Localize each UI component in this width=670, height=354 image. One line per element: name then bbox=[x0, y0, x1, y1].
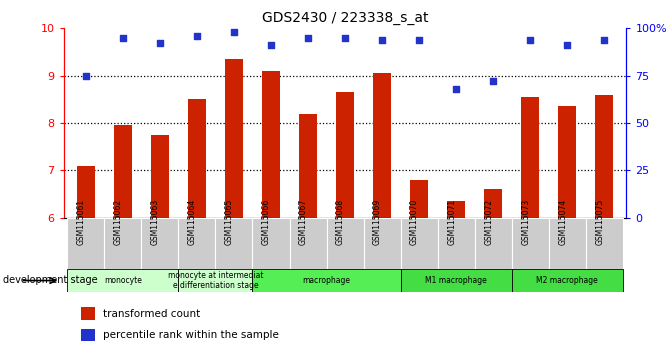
Bar bbox=[586, 218, 622, 269]
Bar bbox=[401, 269, 512, 292]
Bar bbox=[178, 218, 216, 269]
Text: transformed count: transformed count bbox=[103, 309, 200, 319]
Point bbox=[525, 37, 535, 42]
Text: GSM115072: GSM115072 bbox=[484, 199, 493, 245]
Bar bbox=[289, 218, 326, 269]
Bar bbox=[68, 269, 178, 292]
Text: GSM115062: GSM115062 bbox=[114, 199, 123, 245]
Text: GSM115066: GSM115066 bbox=[262, 199, 271, 245]
Text: M2 macrophage: M2 macrophage bbox=[536, 276, 598, 285]
Bar bbox=[558, 107, 576, 218]
Point bbox=[80, 73, 91, 79]
Bar bbox=[216, 218, 253, 269]
Text: GSM115069: GSM115069 bbox=[373, 199, 382, 245]
Text: GSM115061: GSM115061 bbox=[77, 199, 86, 245]
Point bbox=[117, 35, 128, 41]
Bar bbox=[447, 201, 466, 218]
Point bbox=[488, 79, 498, 84]
Point bbox=[228, 29, 239, 35]
Bar bbox=[595, 95, 614, 218]
Bar bbox=[80, 307, 94, 320]
Bar bbox=[299, 114, 318, 218]
Bar bbox=[68, 218, 105, 269]
Bar bbox=[141, 218, 178, 269]
Text: monocyte: monocyte bbox=[104, 276, 142, 285]
Bar bbox=[474, 218, 512, 269]
Bar bbox=[80, 329, 94, 341]
Bar bbox=[224, 59, 243, 218]
Title: GDS2430 / 223338_s_at: GDS2430 / 223338_s_at bbox=[262, 11, 428, 24]
Text: GSM115073: GSM115073 bbox=[521, 199, 530, 245]
Point bbox=[562, 42, 573, 48]
Bar bbox=[373, 73, 391, 218]
Point bbox=[192, 33, 202, 39]
Bar bbox=[76, 166, 95, 218]
Point bbox=[599, 37, 610, 42]
Bar bbox=[549, 218, 586, 269]
Text: GSM115075: GSM115075 bbox=[595, 199, 604, 245]
Text: GSM115071: GSM115071 bbox=[447, 199, 456, 245]
Text: GSM115064: GSM115064 bbox=[188, 199, 197, 245]
Bar bbox=[178, 269, 253, 292]
Text: GSM115070: GSM115070 bbox=[410, 199, 419, 245]
Text: GSM115074: GSM115074 bbox=[558, 199, 567, 245]
Text: monocyte at intermediat
e differentiation stage: monocyte at intermediat e differentiatio… bbox=[168, 271, 263, 290]
Bar bbox=[151, 135, 169, 218]
Bar bbox=[512, 218, 549, 269]
Text: GSM115063: GSM115063 bbox=[151, 199, 160, 245]
Text: percentile rank within the sample: percentile rank within the sample bbox=[103, 330, 279, 340]
Text: GSM115068: GSM115068 bbox=[336, 199, 345, 245]
Text: GSM115067: GSM115067 bbox=[299, 199, 308, 245]
Bar bbox=[438, 218, 474, 269]
Bar bbox=[105, 218, 141, 269]
Bar bbox=[253, 269, 401, 292]
Point bbox=[303, 35, 314, 41]
Point bbox=[414, 37, 425, 42]
Bar bbox=[512, 269, 622, 292]
Bar bbox=[188, 99, 206, 218]
Text: development stage: development stage bbox=[3, 275, 98, 285]
Bar bbox=[336, 92, 354, 218]
Bar bbox=[253, 218, 289, 269]
Bar bbox=[114, 125, 132, 218]
Bar bbox=[401, 218, 438, 269]
Bar bbox=[521, 97, 539, 218]
Text: M1 macrophage: M1 macrophage bbox=[425, 276, 487, 285]
Point bbox=[377, 37, 387, 42]
Bar bbox=[484, 189, 502, 218]
Point bbox=[340, 35, 350, 41]
Point bbox=[265, 42, 276, 48]
Text: macrophage: macrophage bbox=[303, 276, 350, 285]
Bar bbox=[410, 180, 428, 218]
Bar bbox=[326, 218, 364, 269]
Point bbox=[155, 41, 165, 46]
Bar bbox=[364, 218, 401, 269]
Point bbox=[451, 86, 462, 92]
Bar bbox=[262, 71, 280, 218]
Text: GSM115065: GSM115065 bbox=[225, 199, 234, 245]
